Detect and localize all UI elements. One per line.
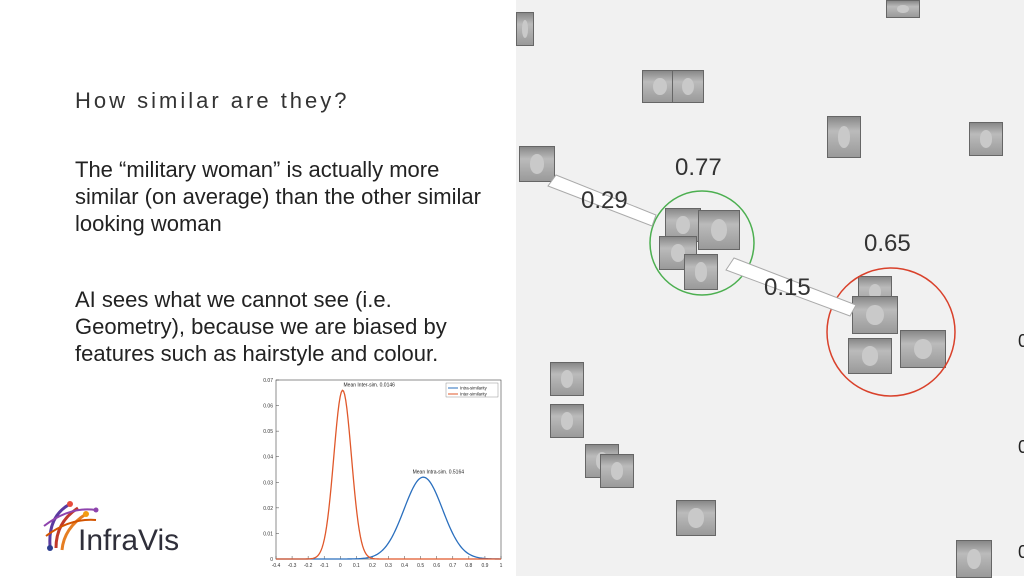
- annotation-inter-mean: Mean Inter-sim. 0.0146: [344, 382, 396, 388]
- y-tick-label: 0.01: [263, 531, 273, 537]
- x-tick-label: 0.2: [369, 563, 376, 569]
- x-tick-label: 1: [500, 563, 503, 569]
- x-tick-label: 0.8: [465, 563, 472, 569]
- y-tick-label: 0.05: [263, 429, 273, 435]
- legend-label-inter-similarity: Inter-similarity: [460, 392, 488, 397]
- face-thumbnail: [886, 0, 920, 18]
- edge-label: 0: [1018, 331, 1024, 351]
- y-tick-label: 0.07: [263, 378, 273, 384]
- x-tick-label: 0.6: [433, 563, 440, 569]
- y-tick-label: 0.06: [263, 404, 273, 410]
- y-tick-label: 0.02: [263, 506, 273, 512]
- face-embedding-panel: 0.77 0.29 0.65 0.15: [516, 0, 1024, 578]
- x-tick-label: 0.5: [417, 563, 424, 569]
- series-line-inter-similarity: [276, 389, 501, 560]
- plot-area: [275, 379, 502, 560]
- x-tick-label: -0.3: [288, 563, 297, 569]
- series-line-intra-similarity: [276, 476, 502, 560]
- x-tick-label: 0.9: [481, 563, 488, 569]
- x-tick-label: 0.4: [401, 563, 408, 569]
- y-tick-label: 0.04: [263, 455, 273, 461]
- face-thumbnail: [516, 12, 534, 46]
- x-tick-label: 0: [339, 563, 342, 569]
- similarity-overlay: [547, 174, 956, 397]
- face-thumbnail-cluster1: [684, 254, 718, 290]
- face-thumbnail-cluster1: [698, 210, 740, 250]
- face-thumbnail-cluster2: [848, 338, 892, 374]
- outlier-link-similarity: 0.29: [581, 187, 628, 214]
- y-tick-label: 0.03: [263, 480, 273, 486]
- face-thumbnail: [672, 70, 704, 103]
- cluster2-circle: [826, 267, 956, 397]
- paragraph-ai-sees: AI sees what we cannot see (i.e. Geometr…: [75, 287, 447, 366]
- slide-title: How similar are they?: [75, 88, 350, 113]
- link-arrow-outlier: [547, 174, 657, 227]
- x-tick-label: -0.1: [320, 563, 329, 569]
- chart-svg: 0 0.01 0.02 0.03 0.04 0.05 0.06 0.07 -0.4 -0.3 -0.…: [263, 378, 503, 569]
- cluster1-circle: [649, 190, 755, 296]
- annotation-intra-mean: Mean Intra-sim. 0.5164: [413, 469, 465, 475]
- x-tick-label: 0.1: [353, 563, 360, 569]
- similarity-distribution-chart: 0 0.01 0.02 0.03 0.04 0.05 0.06 0.07 -0.4 -0.3 -0.…: [258, 372, 508, 577]
- face-thumbnail-outlier: [519, 146, 555, 182]
- y-tick-label: 0: [270, 557, 273, 563]
- x-tick-label: 0.7: [449, 563, 456, 569]
- face-thumbnail: [827, 116, 861, 158]
- paragraph-military-woman: The “military woman” is actually more si…: [75, 157, 481, 236]
- edge-label: 0: [1018, 437, 1024, 457]
- legend-label-intra-similarity: Intra-similarity: [460, 386, 488, 391]
- x-tick-label: -0.2: [304, 563, 313, 569]
- face-thumbnail-cluster2: [900, 330, 946, 368]
- logo-text: InfraVis: [78, 524, 180, 557]
- x-tick-label: -0.4: [272, 563, 281, 569]
- infravis-logo-icon: [43, 501, 99, 551]
- link-arrow-clusters: [725, 257, 857, 317]
- face-thumbnail: [969, 122, 1003, 156]
- face-thumbnail: [600, 454, 634, 488]
- legend-box: [445, 382, 499, 398]
- cluster1-intra-similarity: 0.77: [675, 154, 722, 181]
- face-thumbnail: [550, 404, 584, 438]
- face-thumbnail: [676, 500, 716, 536]
- face-thumbnail: [550, 362, 584, 396]
- edge-label: 0: [1018, 542, 1024, 562]
- cluster-link-similarity: 0.15: [764, 274, 811, 301]
- x-tick-label: 0.3: [385, 563, 392, 569]
- face-thumbnail-cluster2: [852, 296, 898, 334]
- cluster2-intra-similarity: 0.65: [864, 230, 911, 257]
